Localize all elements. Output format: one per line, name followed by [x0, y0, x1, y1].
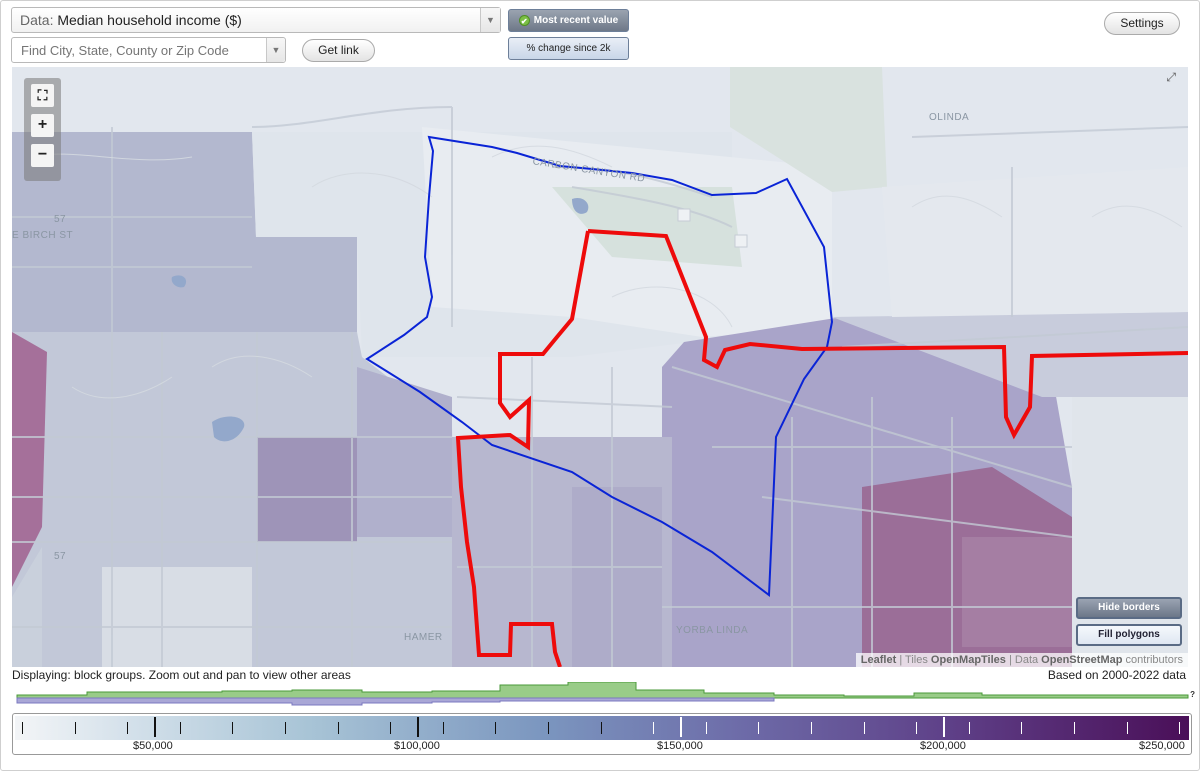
- legend-major-tick: [679, 717, 682, 737]
- legend-minor-tick: [390, 722, 392, 734]
- legend-minor-tick: [1179, 722, 1181, 734]
- fill-polygons-button[interactable]: Fill polygons: [1076, 624, 1182, 646]
- legend-minor-tick: [600, 722, 602, 734]
- legend-label-150k: $150,000: [657, 740, 703, 752]
- legend-minor-tick: [74, 722, 76, 734]
- route-label-57-north: 57: [54, 214, 67, 225]
- map-view[interactable]: CARBON CANYON RD OLINDA YORBA LINDA HAME…: [12, 67, 1188, 667]
- legend-label-250k: $250,000: [1139, 740, 1185, 752]
- zoom-in-button[interactable]: +: [31, 114, 54, 137]
- attr-sep1: | Tiles: [896, 654, 931, 666]
- legend-label-50k: $50,000: [133, 740, 173, 752]
- expand-icon[interactable]: ⤢: [1166, 70, 1176, 84]
- legend-gradient: [15, 716, 1189, 740]
- most-recent-value-toggle[interactable]: ✔ Most recent value: [508, 9, 629, 32]
- location-search-input[interactable]: [11, 37, 286, 63]
- legend-major-tick: [153, 717, 156, 737]
- legend-minor-tick: [337, 722, 339, 734]
- road-label-birch-st: E BIRCH ST: [12, 230, 74, 241]
- legend-minor-tick: [863, 722, 865, 734]
- tiles-link[interactable]: OpenMapTiles: [930, 654, 1006, 666]
- legend-minor-tick: [1074, 722, 1075, 734]
- legend-minor-tick: [285, 722, 286, 734]
- get-link-button[interactable]: Get link: [302, 39, 375, 62]
- displaying-text: Displaying: block groups. Zoom out and p…: [12, 668, 351, 682]
- check-icon: ✔: [518, 15, 530, 26]
- search-chevron-down-icon[interactable]: ▼: [266, 38, 285, 62]
- legend-minor-tick: [1021, 722, 1023, 734]
- leaflet-link[interactable]: Leaflet: [860, 654, 897, 666]
- help-icon[interactable]: ?: [1190, 690, 1195, 699]
- chevron-down-icon[interactable]: ▼: [480, 8, 500, 32]
- legend-minor-tick: [127, 722, 129, 734]
- legend-minor-tick: [916, 722, 918, 734]
- data-select-prefix: Data:: [20, 12, 54, 28]
- data-select-value: Median household income ($): [57, 12, 242, 28]
- legend-label-100k: $100,000: [394, 740, 440, 752]
- legend-minor-tick: [442, 722, 444, 734]
- osm-link[interactable]: OpenStreetMap: [1041, 654, 1123, 666]
- legend-minor-tick: [811, 722, 812, 734]
- map-canvas: [12, 67, 1188, 667]
- legend-minor-tick: [1126, 722, 1128, 734]
- map-attribution: Leaflet | Tiles OpenMapTiles | Data Open…: [855, 653, 1188, 667]
- legend-minor-tick: [495, 722, 497, 734]
- legend-minor-tick: [653, 722, 655, 734]
- legend-label-200k: $200,000: [920, 740, 966, 752]
- legend-major-tick: [942, 717, 945, 737]
- legend-minor-tick: [968, 722, 970, 734]
- legend-minor-tick: [548, 722, 549, 734]
- distribution-histogram: [16, 682, 1189, 706]
- zoom-out-button[interactable]: −: [31, 144, 54, 167]
- place-label-olinda: OLINDA: [929, 112, 970, 123]
- place-label-yorba-linda: YORBA LINDA: [676, 625, 749, 636]
- route-label-57-south: 57: [54, 551, 67, 562]
- color-legend: $50,000 $100,000 $150,000 $200,000 $250,…: [12, 713, 1192, 755]
- legend-major-tick: [416, 717, 419, 737]
- road-label-hamer: HAMER: [404, 632, 443, 643]
- fullscreen-icon[interactable]: ⛶: [31, 84, 54, 107]
- zoom-control: ⛶ + −: [24, 78, 61, 181]
- attr-sep2: | Data: [1005, 654, 1042, 666]
- legend-minor-tick: [22, 722, 23, 734]
- legend-minor-tick: [179, 722, 181, 734]
- legend-minor-tick: [758, 722, 760, 734]
- most-recent-label: Most recent value: [533, 15, 619, 26]
- based-on-text: Based on 2000-2022 data: [1047, 668, 1186, 682]
- pct-change-toggle[interactable]: % change since 2k: [508, 37, 629, 60]
- attr-contrib: contributors: [1122, 654, 1183, 666]
- hide-borders-button[interactable]: Hide borders: [1076, 597, 1182, 619]
- data-select[interactable]: Data: Median household income ($) ▼: [11, 7, 501, 33]
- legend-minor-tick: [232, 722, 234, 734]
- legend-minor-tick: [705, 722, 707, 734]
- settings-button[interactable]: Settings: [1104, 12, 1180, 35]
